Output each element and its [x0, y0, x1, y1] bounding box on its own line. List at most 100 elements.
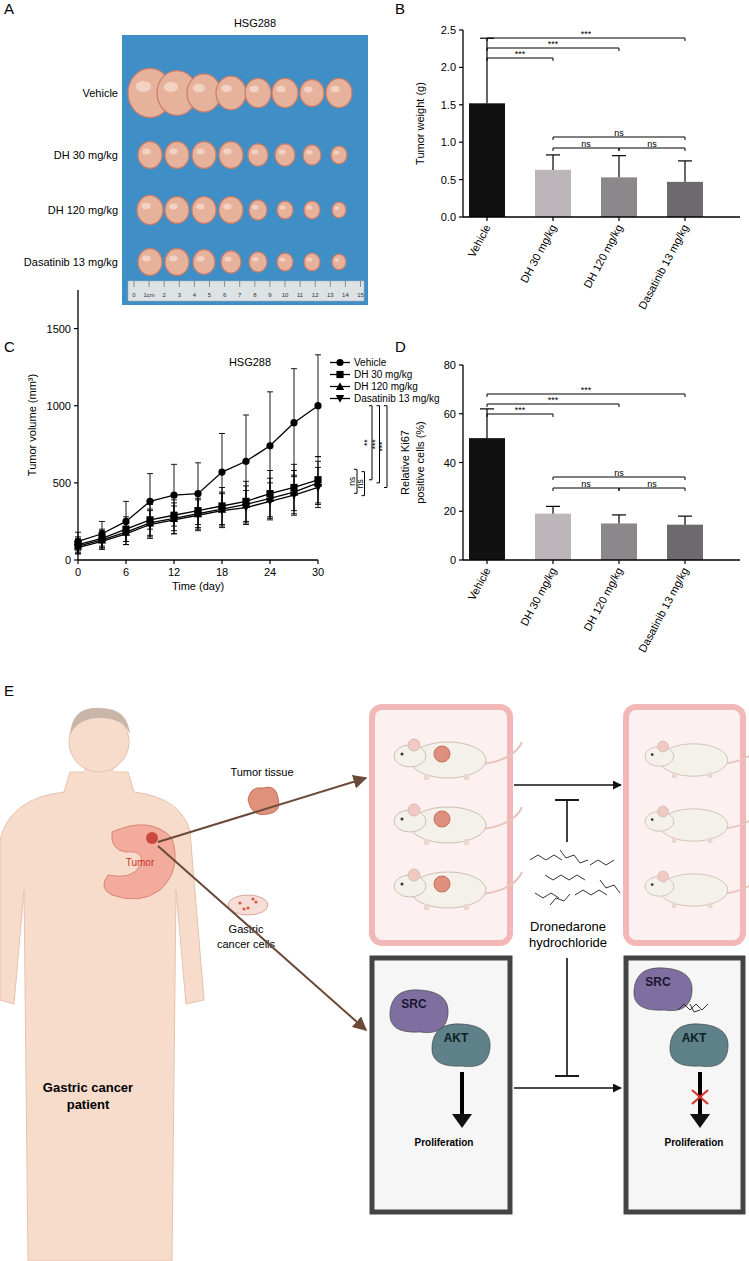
molecule: [535, 893, 559, 898]
error-cap: [315, 467, 321, 468]
bracket-end: [369, 479, 372, 480]
y-tick-label: 40: [444, 457, 456, 469]
x-tick-label: 18: [216, 566, 228, 578]
ruler-tick: [285, 281, 286, 287]
tumor-highlight: [169, 148, 177, 154]
tumor-photo: [219, 197, 243, 224]
ruler-label: 12: [312, 292, 319, 298]
protein-shape: [670, 1024, 728, 1067]
mouse-leg: [672, 838, 677, 843]
mouse-tumor: [434, 876, 450, 892]
tumor-photo: [165, 249, 189, 276]
bracket-end: [354, 469, 357, 470]
photo-background: [122, 35, 368, 305]
error-cap: [171, 506, 177, 507]
tumor-highlight: [331, 86, 340, 93]
legend-entry: Vehicle: [330, 357, 387, 368]
bracket-end: [553, 488, 554, 491]
tumor-photo: [192, 142, 216, 169]
error-cap: [267, 391, 273, 392]
drug-label: hydrochloride: [529, 935, 607, 950]
tumor-highlight: [280, 258, 286, 262]
y-tick-label: 1.0: [441, 136, 456, 148]
error-cap: [99, 530, 105, 531]
error-cap: [243, 524, 249, 525]
photo-title: HSG288: [234, 17, 276, 29]
data-point: [122, 530, 130, 538]
molecule: [560, 850, 588, 863]
y-axis: [462, 30, 463, 217]
tumor-photo: [248, 144, 268, 166]
significance-label: ***: [515, 49, 526, 59]
x-tick-label: Dasatinib 13 mg/kg: [636, 565, 691, 654]
bracket-end: [487, 38, 488, 41]
tumor-highlight: [277, 86, 286, 93]
tumor-highlight: [193, 84, 205, 93]
error-cap: [99, 529, 105, 530]
x-axis-title: Time (day): [172, 580, 224, 592]
arrow: [158, 778, 366, 842]
error-cap: [678, 160, 692, 161]
block-cross: [692, 1090, 708, 1104]
tumor-highlight: [223, 203, 231, 209]
ruler-label: 14: [342, 292, 349, 298]
mouse: [645, 871, 749, 908]
x-tick: [486, 217, 487, 221]
ruler-label: 4: [193, 292, 197, 298]
cell-dot: [254, 900, 257, 903]
data-point: [218, 468, 225, 475]
data-point: [266, 498, 274, 506]
arrow: [158, 846, 366, 1030]
y-tick-label: 2.0: [441, 61, 456, 73]
mouse-tumor: [434, 811, 450, 827]
ruler-label: 15: [357, 292, 364, 298]
bracket-end: [384, 405, 387, 406]
tumor-highlight: [252, 150, 259, 155]
x-tick-label: 6: [123, 566, 129, 578]
tumor-highlight: [142, 148, 150, 154]
mouse-ear: [658, 871, 669, 882]
data-point: [170, 516, 178, 524]
protein-label: AKT: [682, 1031, 707, 1045]
molecule: [575, 890, 607, 895]
ruler-label: 11: [297, 292, 304, 298]
bracket-end: [362, 495, 365, 496]
legend-label: Dasatinib 13 mg/kg: [354, 393, 440, 404]
error-cap: [123, 519, 129, 520]
tumor-dot: [146, 832, 158, 844]
y-tick-label: 0: [450, 554, 456, 566]
y-tick: [74, 482, 78, 483]
error-cap: [315, 507, 321, 508]
error-bar: [552, 155, 553, 170]
x-tick-label: DH 120 mg/kg: [581, 222, 625, 290]
ruler: [128, 281, 364, 301]
ruler-tick: [209, 281, 210, 287]
molecule: [545, 875, 585, 880]
error-cap: [147, 509, 153, 510]
error-cap: [315, 354, 321, 355]
error-cap: [315, 456, 321, 457]
tumor-photo: [219, 142, 243, 169]
plot-area: [469, 409, 703, 560]
molecule: [590, 860, 614, 865]
tumor-photo: [249, 252, 267, 272]
x-tick-label: Vehicle: [466, 222, 493, 259]
significance-label: ***: [378, 441, 388, 452]
ruler-label: 0: [132, 292, 136, 298]
bar: [667, 182, 703, 217]
y-tick-label: 1000: [47, 400, 71, 412]
bracket-end: [685, 137, 686, 140]
error-cap: [243, 490, 249, 491]
ruler-tick: [179, 281, 180, 287]
bar: [601, 177, 637, 217]
bar: [469, 438, 505, 560]
x-tick: [125, 560, 126, 564]
arrow: [514, 1087, 621, 1089]
y-tick-label: 0.0: [441, 211, 456, 223]
proliferation-arrowhead: [690, 1114, 710, 1128]
bracket-end: [619, 48, 620, 51]
error-cap: [75, 541, 81, 542]
x-tick: [486, 560, 487, 564]
y-tick: [74, 328, 78, 329]
error-cap: [75, 536, 81, 537]
